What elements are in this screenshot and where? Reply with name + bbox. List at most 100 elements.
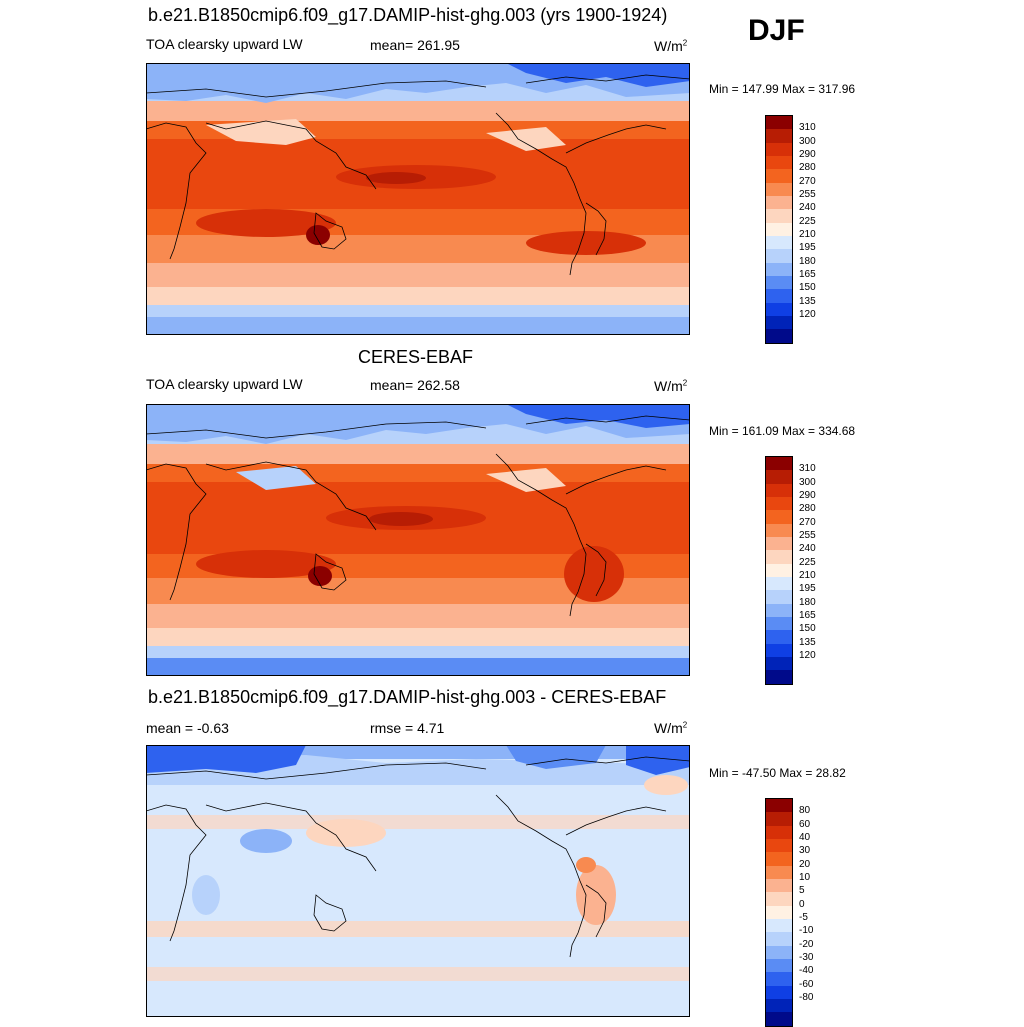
colorbar-tick-label: 225 <box>799 556 816 568</box>
colorbar-tick-label: 180 <box>799 596 816 608</box>
panel3-map <box>146 745 690 1017</box>
colorbar-tick-label: 255 <box>799 188 816 200</box>
colorbar-swatch <box>766 195 792 210</box>
colorbar-swatch <box>766 825 792 839</box>
colorbar-swatch <box>766 932 792 946</box>
colorbar-tick-label: 270 <box>799 175 816 187</box>
colorbar-tick-label: 5 <box>799 885 805 897</box>
colorbar-swatch <box>766 878 792 893</box>
colorbar-swatch <box>766 998 792 1013</box>
colorbar-swatch <box>766 302 792 316</box>
panel2-map <box>146 404 690 676</box>
colorbar-swatch <box>766 169 792 183</box>
colorbar-tick-label: 240 <box>799 543 816 555</box>
colorbar-tick-label: 310 <box>799 463 816 475</box>
colorbar-swatch <box>766 643 792 657</box>
colorbar-tick-label: 60 <box>799 818 811 830</box>
colorbar-swatch <box>766 209 792 223</box>
colorbar-swatch <box>766 892 792 906</box>
colorbar-tick-label: -30 <box>799 951 814 963</box>
colorbar-swatch <box>766 1012 792 1026</box>
colorbar-tick-label: 300 <box>799 476 816 488</box>
colorbar-tick-label: 255 <box>799 529 816 541</box>
colorbar-tick-label: 0 <box>799 898 805 910</box>
colorbar-swatch <box>766 275 792 290</box>
panel3-minmax: Min = -47.50 Max = 28.82 <box>709 766 846 780</box>
colorbar-tick-label: 195 <box>799 583 816 595</box>
colorbar-swatch <box>766 670 792 684</box>
colorbar-swatch <box>766 590 792 604</box>
panel3-rmse: rmse = 4.71 <box>370 720 445 736</box>
colorbar-swatch <box>766 799 792 813</box>
colorbar-swatch <box>766 616 792 631</box>
colorbar-swatch <box>766 985 792 999</box>
panel2-units: W/m2 <box>654 378 688 394</box>
colorbar-swatch <box>766 249 792 263</box>
colorbar-swatch <box>766 510 792 524</box>
colorbar-tick-label: 210 <box>799 228 816 240</box>
colorbar-swatch <box>766 129 792 143</box>
colorbar-tick-label: 270 <box>799 516 816 528</box>
colorbar-swatch <box>766 576 792 591</box>
panel1-map <box>146 63 690 335</box>
colorbar-tick-label: -10 <box>799 925 814 937</box>
colorbar-tick-label: 10 <box>799 871 811 883</box>
colorbar-swatch <box>766 470 792 484</box>
colorbar-tick-label: 40 <box>799 831 811 843</box>
colorbar-tick-label: -20 <box>799 938 814 950</box>
colorbar-swatch <box>766 116 792 130</box>
colorbar-swatch <box>766 235 792 250</box>
colorbar-tick-label: -80 <box>799 991 814 1003</box>
panel1-title: b.e21.B1850cmip6.f09_g17.DAMIP-hist-ghg.… <box>148 5 668 25</box>
colorbar-swatch <box>766 972 792 986</box>
panel1-units: W/m2 <box>654 38 688 54</box>
colorbar-tick-label: 120 <box>799 308 816 320</box>
colorbar-tick-label: 30 <box>799 845 811 857</box>
colorbar-swatch <box>766 945 792 959</box>
colorbar-tick-label: 240 <box>799 202 816 214</box>
colorbar-tick-label: 300 <box>799 135 816 147</box>
colorbar-swatch <box>766 222 792 236</box>
colorbar-swatch <box>766 630 792 644</box>
colorbar-swatch <box>766 262 792 276</box>
colorbar-swatch <box>766 457 792 471</box>
colorbar-tick-label: 290 <box>799 489 816 501</box>
colorbar-tick-label: -5 <box>799 911 808 923</box>
colorbar-tick-label: 80 <box>799 805 811 817</box>
colorbar-swatch <box>766 852 792 866</box>
colorbar-swatch <box>766 523 792 537</box>
panel2-title: CERES-EBAF <box>358 347 474 367</box>
colorbar-tick-label: 290 <box>799 148 816 160</box>
colorbar-swatch <box>766 656 792 671</box>
colorbar-swatch <box>766 865 792 879</box>
colorbar-swatch <box>766 812 792 826</box>
colorbar-tick-label: 280 <box>799 162 816 174</box>
panel3-title: b.e21.B1850cmip6.f09_g17.DAMIP-hist-ghg.… <box>148 687 667 707</box>
panel1-minmax: Min = 147.99 Max = 317.96 <box>709 82 856 96</box>
colorbar-swatch <box>766 142 792 156</box>
colorbar-tick-label: 210 <box>799 569 816 581</box>
colorbar-swatch <box>766 918 792 933</box>
colorbar-swatch <box>766 536 792 551</box>
colorbar-tick-label: 165 <box>799 268 816 280</box>
panel2-minmax: Min = 161.09 Max = 334.68 <box>709 424 856 438</box>
colorbar-tick-label: 120 <box>799 649 816 661</box>
colorbar-tick-label: 150 <box>799 282 816 294</box>
colorbar-tick-label: 20 <box>799 858 811 870</box>
colorbar-tick-label: 150 <box>799 623 816 635</box>
colorbar-swatch <box>766 905 792 919</box>
colorbar-tick-label: 135 <box>799 636 816 648</box>
panel3-mean: mean = -0.63 <box>146 720 229 736</box>
colorbar-tick-label: 180 <box>799 255 816 267</box>
colorbar-swatch <box>766 550 792 564</box>
panel2-variable: TOA clearsky upward LW <box>146 376 303 392</box>
colorbar-swatch <box>766 603 792 617</box>
colorbar-swatch <box>766 329 792 343</box>
colorbar-swatch <box>766 496 792 511</box>
season-label: DJF <box>748 14 805 47</box>
colorbar-tick-label: 195 <box>799 242 816 254</box>
colorbar-swatch <box>766 563 792 577</box>
panel2-colorbar <box>765 456 793 685</box>
panel1-variable: TOA clearsky upward LW <box>146 36 303 52</box>
colorbar-tick-label: -40 <box>799 965 814 977</box>
